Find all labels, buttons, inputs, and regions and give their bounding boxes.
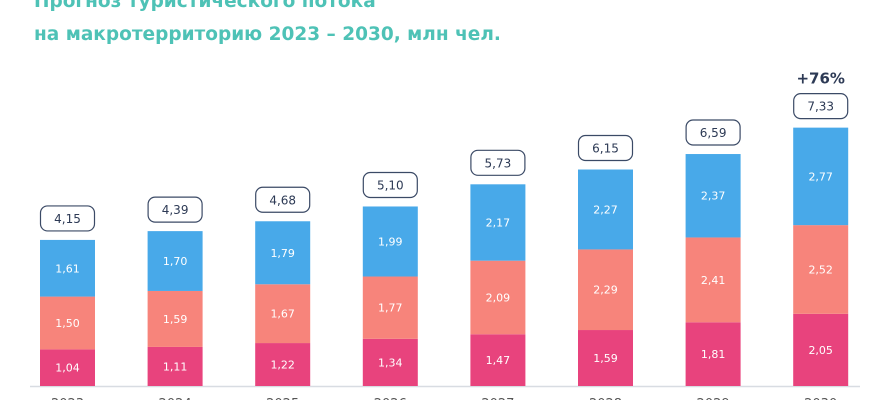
segment-value-label: 2,05 <box>808 344 833 357</box>
segment-value-label: 1,99 <box>378 236 403 249</box>
segment-value-label: 1,04 <box>55 362 80 375</box>
total-value-box <box>39 205 96 232</box>
total-value-box <box>362 171 418 199</box>
total-value-box <box>255 186 311 213</box>
segment-value-label: 2,52 <box>808 263 833 276</box>
bar-segment <box>40 349 95 386</box>
x-tick-label: 2025 <box>266 397 299 400</box>
segment-value-label: 2,77 <box>808 170 833 183</box>
growth-annotation: +76% <box>796 70 844 88</box>
segment-value-label: 2,37 <box>701 190 726 203</box>
x-tick-label: 2030 <box>804 397 837 400</box>
x-tick-label: 2028 <box>589 397 622 400</box>
bar-segment <box>685 154 741 238</box>
bar-segment <box>685 237 741 323</box>
segment-value-label: 1,59 <box>593 352 618 365</box>
segment-value-label: 1,47 <box>486 354 511 367</box>
bar-segment <box>793 313 849 386</box>
segment-value-label: 1,70 <box>163 255 188 268</box>
chart-title-line-2: на макротерриторию 2023 – 2030, млн чел. <box>34 24 501 45</box>
bar-segment <box>470 334 526 386</box>
bar-segment <box>147 231 203 291</box>
segment-value-label: 2,41 <box>701 274 726 287</box>
x-tick-label: 2026 <box>374 397 407 400</box>
segment-value-label: 1,34 <box>378 356 403 369</box>
x-tick-label: 2023 <box>51 397 84 400</box>
bar-segment <box>578 330 633 386</box>
x-tick-label: 2027 <box>481 397 514 400</box>
bar-segment <box>362 206 418 277</box>
total-value-box <box>147 196 203 223</box>
bar-segment <box>147 290 203 347</box>
total-value-box <box>793 93 849 120</box>
segment-value-label: 1,81 <box>701 348 726 361</box>
bar-segment <box>362 276 418 339</box>
bar-segment <box>255 343 311 386</box>
segment-value-label: 2,17 <box>486 216 511 229</box>
bar-segment <box>793 127 849 226</box>
segment-value-label: 1,79 <box>270 247 295 260</box>
bar-segment <box>578 169 633 250</box>
segment-value-label: 1,11 <box>163 360 188 373</box>
total-value-label: 7,33 <box>807 100 834 114</box>
x-tick-label: 2029 <box>697 397 730 400</box>
segment-value-label: 1,61 <box>55 262 80 275</box>
bar-segment <box>255 284 311 344</box>
segment-value-label: 1,50 <box>55 317 80 330</box>
total-value-box <box>685 119 741 146</box>
segment-value-label: 1,67 <box>270 308 295 321</box>
bar-segment <box>255 221 311 285</box>
x-tick-label: 2024 <box>159 397 192 400</box>
total-value-box <box>577 134 634 162</box>
bar-segment <box>793 225 849 314</box>
total-value-label: 6,15 <box>592 142 619 156</box>
bar-segment <box>685 322 741 386</box>
bar-segment <box>470 184 526 261</box>
segment-value-label: 2,09 <box>486 291 511 304</box>
bar-segment <box>470 260 526 335</box>
segment-value-label: 1,77 <box>378 302 403 315</box>
total-value-label: 4,39 <box>162 203 189 217</box>
bar-segment <box>147 346 203 386</box>
total-value-label: 4,15 <box>54 212 81 226</box>
segment-value-label: 1,59 <box>163 313 188 326</box>
segment-value-label: 1,22 <box>270 359 295 372</box>
chart-title-line-1: Прогноз туристического потока <box>34 0 376 12</box>
total-value-box <box>470 149 526 176</box>
bar-segment <box>40 296 95 350</box>
total-value-label: 6,59 <box>700 126 727 140</box>
bar-segment <box>362 338 418 386</box>
total-value-label: 4,68 <box>269 193 296 207</box>
bar-segment <box>578 249 633 331</box>
bar-segment <box>40 239 95 297</box>
segment-value-label: 2,29 <box>593 284 618 297</box>
segment-value-label: 2,27 <box>593 203 618 216</box>
total-value-label: 5,10 <box>377 178 404 192</box>
total-value-label: 5,73 <box>485 156 512 170</box>
